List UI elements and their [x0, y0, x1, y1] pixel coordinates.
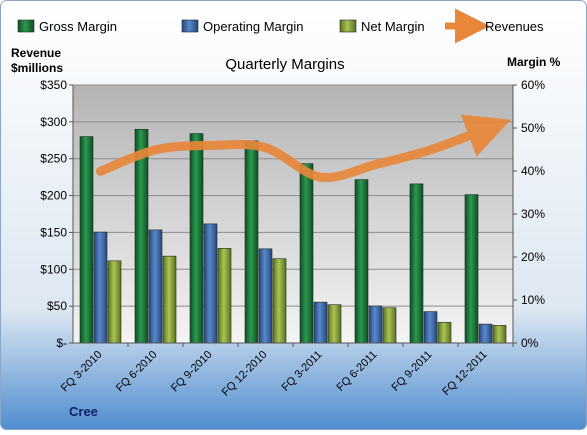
bar-net-margin [328, 305, 341, 343]
legend-label: Operating Margin [203, 19, 303, 34]
bar-operating-margin [314, 302, 327, 343]
bar-operating-margin [259, 249, 272, 343]
bar-gross-margin [245, 141, 258, 343]
bar-operating-margin [204, 224, 217, 343]
left-tick-label: $350 [40, 78, 67, 92]
bar-net-margin [438, 322, 451, 343]
bar-gross-margin [190, 134, 203, 343]
bar-gross-margin [410, 184, 423, 343]
left-axis-label-line2: $millions [11, 61, 63, 75]
bar-net-margin [163, 256, 176, 343]
bar-net-margin [383, 308, 396, 343]
bar-operating-margin [149, 230, 162, 343]
right-tick-label: 60% [521, 78, 545, 92]
bar-gross-margin [300, 164, 313, 343]
right-tick-label: 10% [521, 293, 545, 307]
right-tick-label: 30% [521, 207, 545, 221]
bar-net-margin [273, 259, 286, 343]
bar-operating-margin [424, 312, 437, 343]
right-axis-label: Margin % [507, 55, 561, 69]
legend-swatch [340, 20, 356, 32]
right-tick-label: 0% [521, 336, 539, 350]
left-tick-label: $150 [40, 225, 67, 239]
chart-title: Quarterly Margins [225, 56, 344, 73]
left-axis-label-line1: Revenue [11, 46, 61, 60]
legend-label: Revenues [485, 19, 544, 34]
bar-operating-margin [94, 232, 107, 343]
bar-net-margin [493, 325, 506, 343]
left-tick-label: $- [56, 336, 67, 350]
left-tick-label: $300 [40, 115, 67, 129]
left-tick-label: $100 [40, 262, 67, 276]
legend-swatch [18, 20, 34, 32]
bar-operating-margin [479, 324, 492, 343]
bar-gross-margin [80, 137, 93, 343]
legend-label: Gross Margin [39, 19, 117, 34]
bar-operating-margin [369, 306, 382, 343]
legend-label: Net Margin [361, 19, 425, 34]
left-tick-label: $200 [40, 189, 67, 203]
bar-net-margin [108, 261, 121, 343]
right-tick-label: 20% [521, 250, 545, 264]
bar-gross-margin [355, 180, 368, 343]
bar-gross-margin [465, 195, 478, 343]
source-label: Cree [69, 404, 98, 419]
left-tick-label: $50 [47, 299, 67, 313]
right-tick-label: 50% [521, 121, 545, 135]
bar-net-margin [218, 248, 231, 343]
legend-swatch [182, 20, 198, 32]
left-tick-label: $250 [40, 152, 67, 166]
right-tick-label: 40% [521, 164, 545, 178]
bar-gross-margin [135, 129, 148, 343]
